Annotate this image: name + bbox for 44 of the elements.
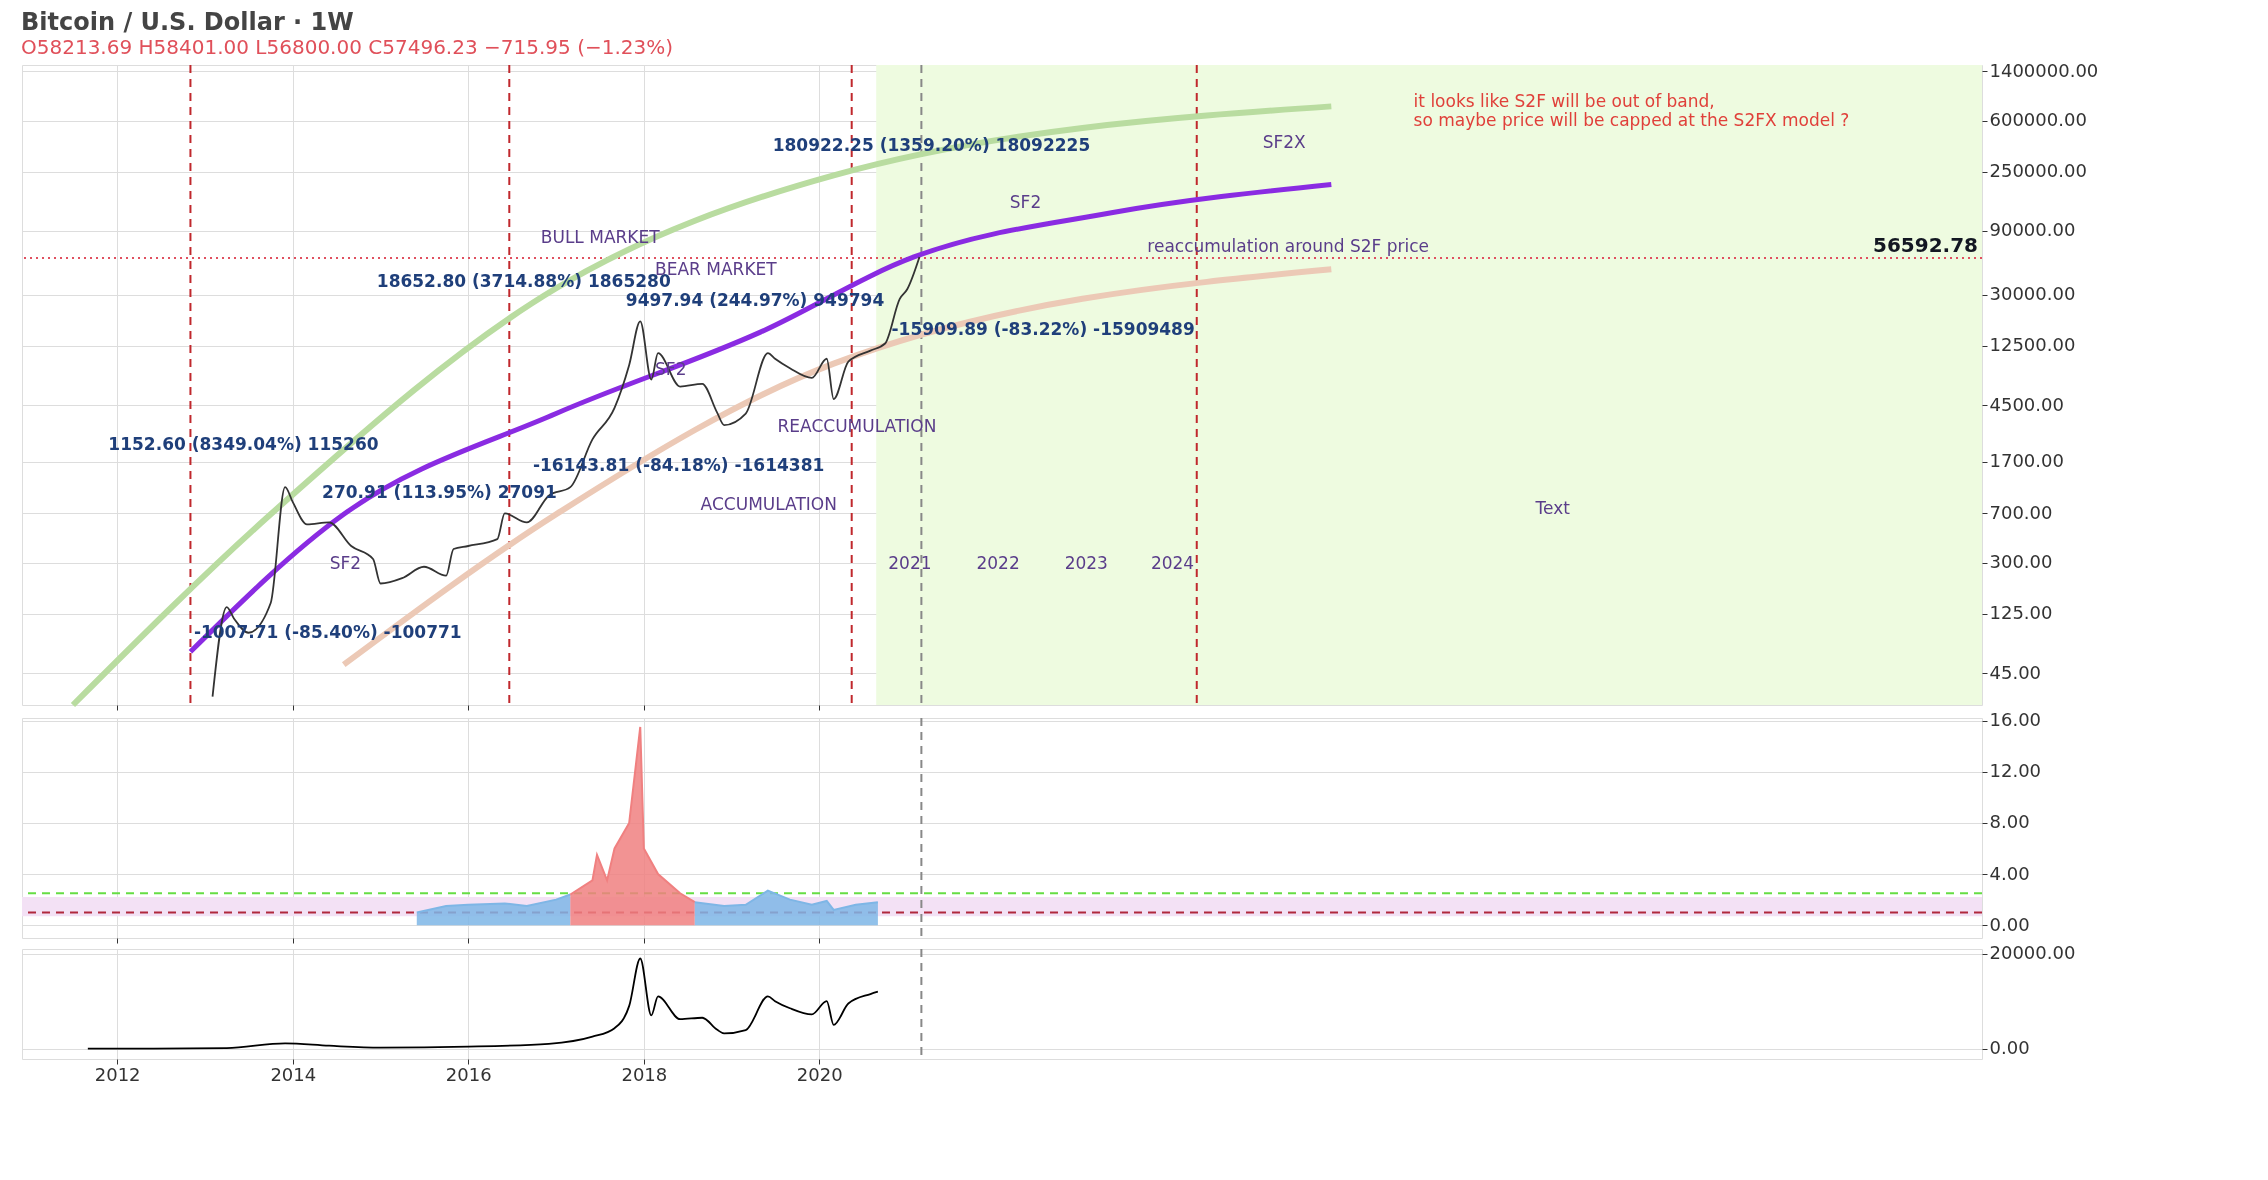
- annotation: 1152.60 (8349.04%) 115260: [108, 434, 379, 455]
- ref-line-label: 56592.78: [1872, 232, 1978, 257]
- annotation: 2021: [888, 553, 932, 574]
- annotation: SF2: [329, 553, 362, 574]
- y-tick-label: 0.00: [1989, 1037, 2030, 1059]
- y-tick-label: 12.00: [1989, 760, 2042, 782]
- annotation: reaccumulation around S2F price: [1147, 235, 1429, 256]
- annotation: it looks like S2F will be out of band, so maybe price will be capped at the S2FX model ?: [1413, 90, 1850, 130]
- y-tick-label: 45.00: [1989, 661, 2042, 683]
- annotation: BULL MARKET: [540, 227, 661, 248]
- x-tick-label: 2016: [445, 1063, 492, 1085]
- x-tick-label: 2020: [796, 1063, 843, 1085]
- x-tick-label: 2012: [94, 1063, 141, 1085]
- annotation: SF2: [1009, 192, 1042, 213]
- y-tick-label: 250000.00: [1989, 160, 2087, 182]
- chart-title: Bitcoin / U.S. Dollar · 1W: [21, 8, 354, 37]
- y-tick-label: 30000.00: [1989, 283, 2076, 305]
- x-tick-label: 2018: [621, 1063, 668, 1085]
- annotation: -15909.89 (-83.22%) -15909489: [891, 318, 1195, 339]
- y-tick-label: 16.00: [1989, 709, 2042, 731]
- y-tick-label: 300.00: [1989, 551, 2053, 573]
- y-tick-label: 4.00: [1989, 862, 2030, 884]
- y-tick-label: 12500.00: [1989, 334, 2076, 356]
- y-tick-label: 600000.00: [1989, 109, 2087, 131]
- x-tick-label: 2014: [270, 1063, 317, 1085]
- annotation: Text: [1534, 498, 1571, 519]
- annotation: 2023: [1064, 553, 1108, 574]
- annotation: 2024: [1150, 553, 1195, 574]
- y-tick-label: 125.00: [1989, 602, 2053, 624]
- y-tick-label: 700.00: [1989, 501, 2053, 523]
- chart-subtitle: O58213.69 H58401.00 L56800.00 C57496.23 −715.95 (−1.23%): [21, 35, 674, 60]
- annotation: 180922.25 (1359.20%) 18092225: [772, 135, 1091, 156]
- annotation: ACCUMULATION: [700, 494, 837, 515]
- annotation: 2022: [976, 553, 1020, 574]
- annotation: SF2: [655, 358, 687, 379]
- y-tick-label: 4500.00: [1989, 393, 2064, 415]
- annotation: REACCUMULATION: [777, 415, 937, 436]
- y-tick-label: 20000.00: [1989, 942, 2076, 964]
- y-tick-label: 1400000.00: [1989, 59, 2099, 81]
- y-tick-label: 90000.00: [1989, 219, 2076, 241]
- y-tick-label: 0.00: [1989, 913, 2030, 935]
- y-tick-label: 8.00: [1989, 811, 2030, 833]
- annotation: SF2X: [1262, 132, 1307, 153]
- y-tick-label: 1700.00: [1989, 450, 2064, 472]
